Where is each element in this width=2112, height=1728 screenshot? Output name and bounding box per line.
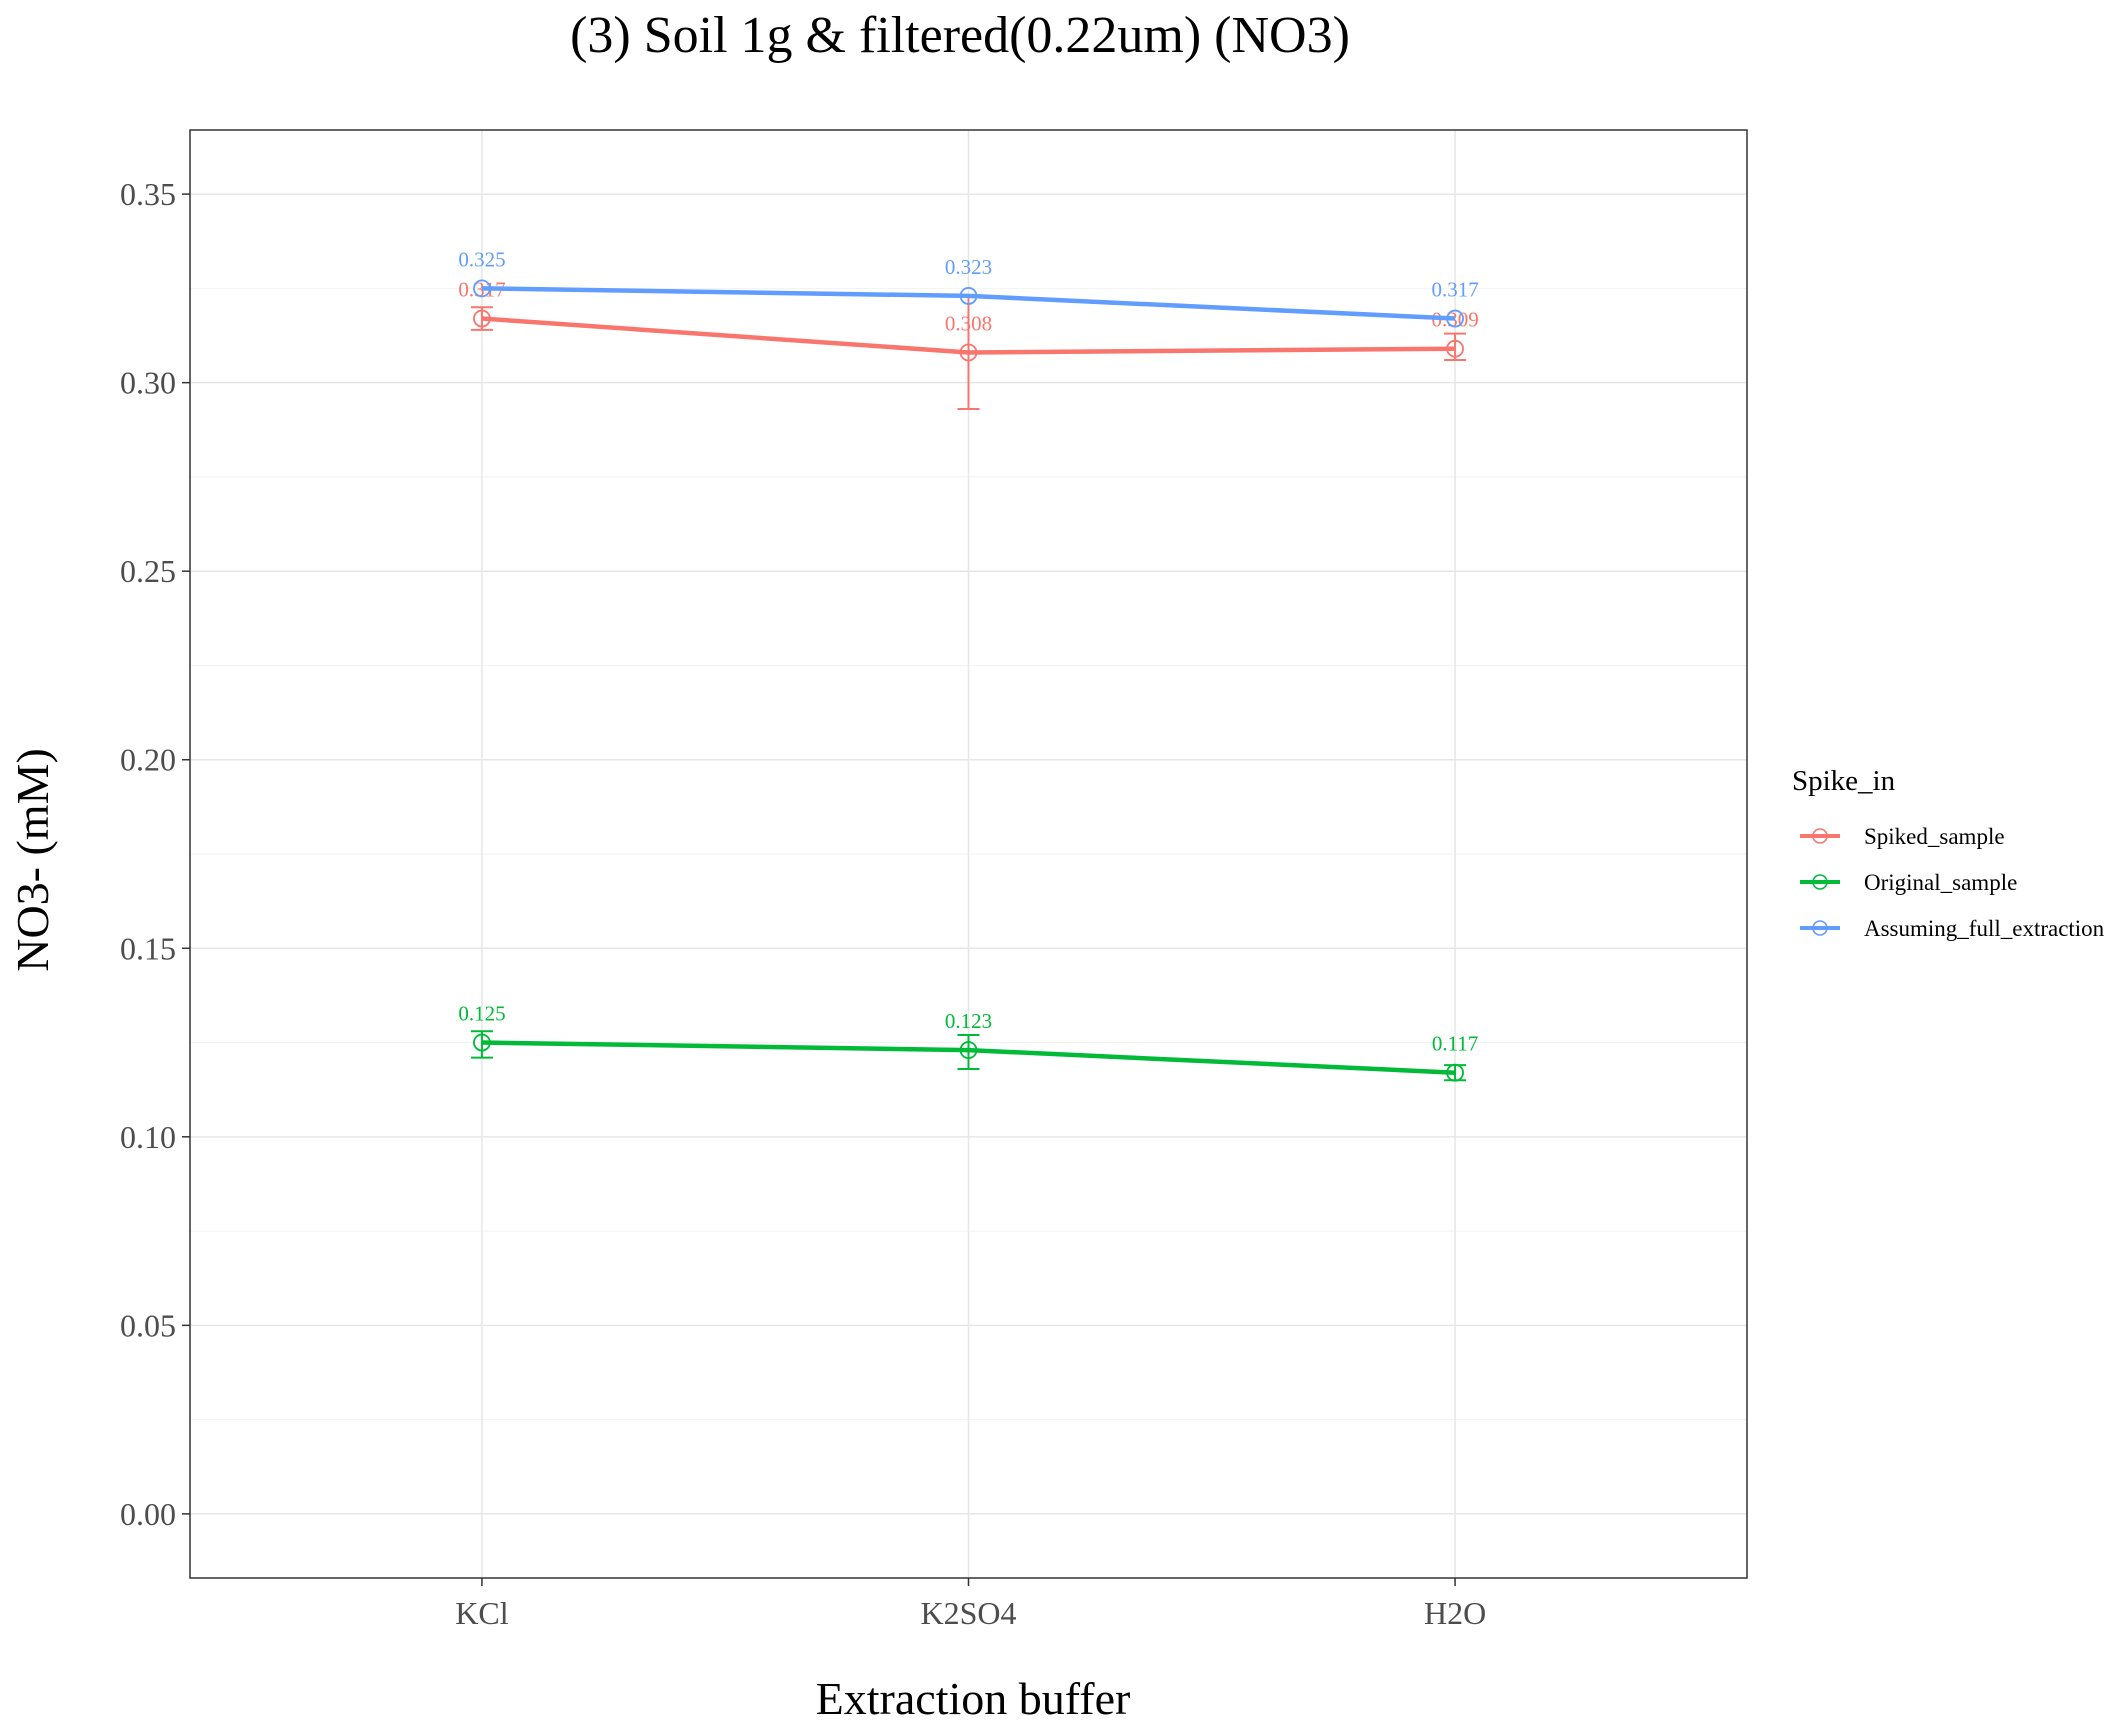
legend-items: Spiked_sample Original_sample Assuming_ful… (1800, 824, 2105, 941)
legend-key-point (1812, 828, 1828, 844)
legend-label: Original_sample (1864, 870, 2017, 895)
data-label: 0.325 (458, 247, 505, 271)
data-label: 0.123 (945, 1009, 992, 1033)
legend: Spike_in Spiked_sample Original_sample Ass… (1792, 765, 2105, 941)
y-tick-label: 0.25 (120, 553, 176, 589)
data-point (1446, 339, 1464, 358)
x-axis-title: Extraction buffer (816, 1673, 1131, 1724)
legend-item-Original_sample: Original_sample (1800, 870, 2017, 895)
x-tick-label: K2SO4 (920, 1595, 1016, 1631)
legend-title: Spike_in (1792, 765, 1896, 797)
data-point (473, 1033, 491, 1052)
y-tick-label: 0.30 (120, 365, 176, 401)
data-point (473, 309, 491, 328)
error-bar (957, 1034, 980, 1070)
series-line (481, 286, 1456, 321)
series-Original_sample: 0.125 0.123 0.117 (458, 1002, 1478, 1082)
y-tick-label: 0.15 (120, 930, 176, 966)
y-tick-label: 0.00 (120, 1496, 176, 1532)
x-axis: KCl K2SO4 H2O (455, 1578, 1486, 1631)
legend-item-Assuming_full_extraction: Assuming_full_extraction (1800, 916, 2105, 941)
data-point (959, 1041, 978, 1059)
error-bar (1444, 332, 1467, 362)
data-point (1446, 1063, 1464, 1082)
legend-label: Spiked_sample (1864, 824, 2005, 849)
data-label: 0.117 (1432, 1032, 1478, 1056)
x-tick-label: H2O (1424, 1595, 1486, 1631)
data-point (473, 279, 491, 298)
data-label: 0.308 (945, 311, 992, 335)
data-label: 0.125 (458, 1002, 505, 1026)
y-axis: 0.00 0.05 0.10 0.15 0.20 0.25 0.30 0.35 (120, 176, 190, 1532)
series-Assuming_full_extraction: 0.325 0.323 0.317 (458, 247, 1479, 328)
data-point (1446, 309, 1464, 328)
chart-title: (3) Soil 1g & filtered(0.22um) (NO3) (570, 7, 1350, 64)
data-label: 0.323 (945, 255, 992, 279)
data-label: 0.317 (1431, 278, 1478, 302)
y-tick-label: 0.20 (120, 742, 176, 778)
legend-label: Assuming_full_extraction (1864, 916, 2105, 941)
y-tick-label: 0.35 (120, 176, 176, 212)
y-tick-label: 0.05 (120, 1307, 176, 1343)
y-axis-title: NO3- (mM) (7, 748, 58, 972)
y-tick-label: 0.10 (120, 1119, 176, 1155)
data-point (959, 287, 978, 305)
error-bar (470, 1030, 493, 1059)
data-point (959, 343, 978, 362)
legend-item-Spiked_sample: Spiked_sample (1800, 824, 2005, 849)
legend-key-point (1812, 920, 1828, 936)
legend-key-point (1812, 874, 1828, 890)
x-tick-label: KCl (455, 1595, 508, 1631)
